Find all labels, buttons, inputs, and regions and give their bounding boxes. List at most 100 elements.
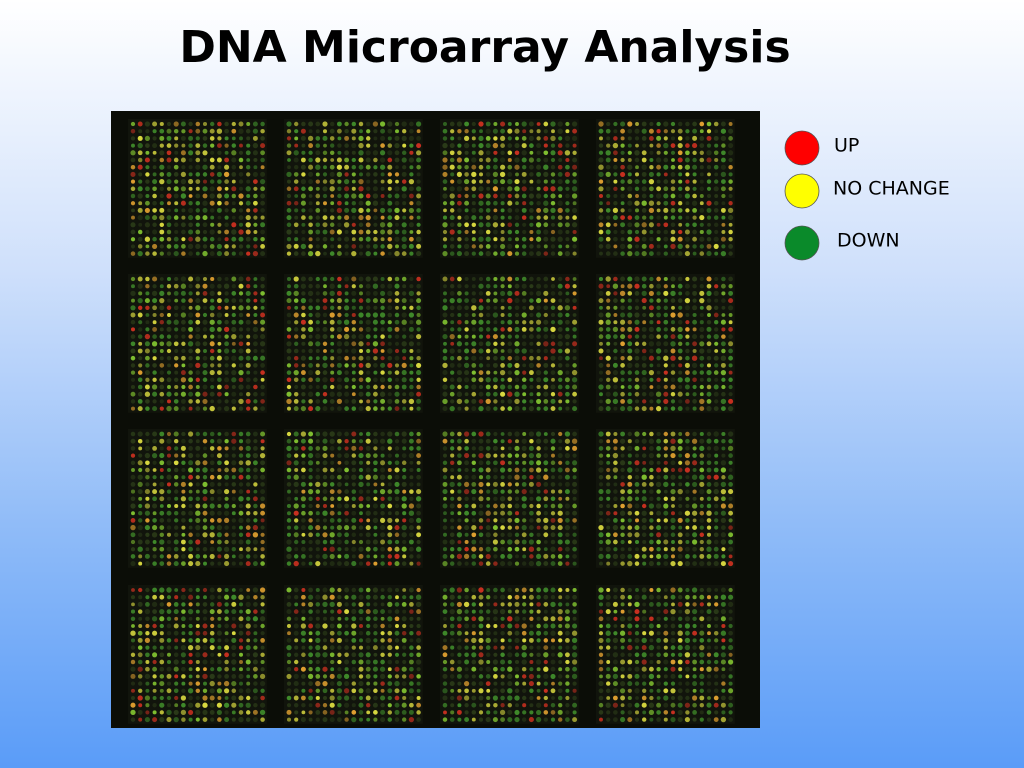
spot bbox=[536, 276, 541, 282]
spot bbox=[336, 539, 342, 545]
spot bbox=[387, 609, 392, 614]
spot bbox=[152, 222, 157, 228]
spot bbox=[714, 157, 719, 163]
spot bbox=[373, 129, 378, 134]
spot bbox=[572, 561, 577, 566]
spot bbox=[330, 334, 335, 339]
spot bbox=[286, 475, 292, 480]
spot bbox=[315, 561, 321, 567]
spot bbox=[401, 193, 407, 199]
spot bbox=[557, 276, 563, 282]
spot bbox=[286, 652, 292, 657]
spot bbox=[322, 244, 328, 249]
spot bbox=[401, 438, 407, 444]
spot bbox=[253, 244, 258, 249]
spot bbox=[471, 355, 477, 361]
spot bbox=[238, 710, 244, 715]
spot bbox=[685, 244, 690, 249]
spot bbox=[231, 164, 237, 170]
spot bbox=[344, 326, 350, 332]
spot bbox=[180, 391, 186, 397]
spot bbox=[294, 652, 299, 657]
spot bbox=[224, 348, 230, 354]
spot bbox=[145, 355, 150, 361]
spot bbox=[401, 312, 407, 318]
spot bbox=[380, 135, 386, 141]
spot bbox=[471, 553, 477, 559]
spot bbox=[543, 446, 548, 451]
spot bbox=[188, 158, 193, 162]
spot bbox=[130, 503, 136, 509]
spot bbox=[238, 467, 244, 473]
spot bbox=[159, 539, 165, 545]
spot bbox=[720, 503, 726, 509]
spot bbox=[550, 384, 556, 390]
spot bbox=[173, 546, 179, 552]
spot bbox=[259, 673, 266, 680]
spot bbox=[620, 398, 626, 404]
spot bbox=[216, 312, 223, 318]
spot bbox=[336, 290, 342, 296]
spot bbox=[663, 215, 668, 220]
spot bbox=[656, 431, 661, 437]
spot bbox=[471, 406, 477, 412]
spot bbox=[536, 164, 542, 170]
spot bbox=[442, 481, 448, 487]
spot bbox=[159, 594, 165, 600]
spot bbox=[195, 524, 201, 531]
spot bbox=[322, 467, 328, 473]
spot bbox=[613, 172, 618, 177]
spot bbox=[612, 283, 619, 289]
spot bbox=[620, 237, 625, 242]
spot bbox=[144, 384, 150, 390]
spot bbox=[486, 186, 491, 191]
spot bbox=[245, 128, 251, 134]
spot bbox=[195, 326, 201, 332]
spot bbox=[202, 406, 208, 411]
spot bbox=[217, 696, 222, 700]
spot bbox=[238, 327, 244, 332]
spot bbox=[401, 370, 407, 376]
spot bbox=[337, 244, 342, 249]
spot bbox=[246, 667, 251, 672]
spot bbox=[209, 518, 215, 523]
spot bbox=[231, 438, 237, 444]
spot bbox=[130, 496, 136, 502]
spot bbox=[130, 702, 136, 708]
spot bbox=[144, 695, 150, 701]
spot bbox=[599, 392, 603, 397]
spot bbox=[642, 503, 647, 509]
spot bbox=[670, 525, 676, 531]
spot bbox=[409, 431, 414, 437]
spot bbox=[558, 431, 563, 437]
spot bbox=[670, 384, 676, 390]
spot bbox=[380, 638, 385, 643]
spot bbox=[293, 377, 299, 383]
spot bbox=[543, 547, 548, 552]
spot bbox=[322, 539, 328, 545]
spot bbox=[307, 460, 314, 466]
spot bbox=[648, 186, 654, 192]
spot bbox=[138, 703, 143, 708]
spot bbox=[499, 517, 506, 524]
spot bbox=[188, 474, 194, 480]
spot bbox=[720, 481, 727, 488]
spot bbox=[605, 474, 611, 480]
spot bbox=[336, 128, 342, 134]
spot bbox=[557, 391, 563, 397]
spot bbox=[253, 348, 258, 354]
spot bbox=[315, 594, 321, 600]
spot bbox=[173, 222, 179, 228]
spot bbox=[344, 385, 349, 389]
spot bbox=[500, 276, 506, 282]
spot bbox=[416, 341, 421, 346]
spot bbox=[478, 489, 484, 494]
spot bbox=[713, 150, 719, 156]
spot bbox=[394, 142, 400, 149]
spot bbox=[500, 334, 505, 339]
spot bbox=[598, 446, 604, 451]
spot bbox=[449, 164, 455, 170]
spot bbox=[699, 222, 704, 227]
spot bbox=[728, 128, 734, 134]
spot bbox=[130, 616, 136, 622]
